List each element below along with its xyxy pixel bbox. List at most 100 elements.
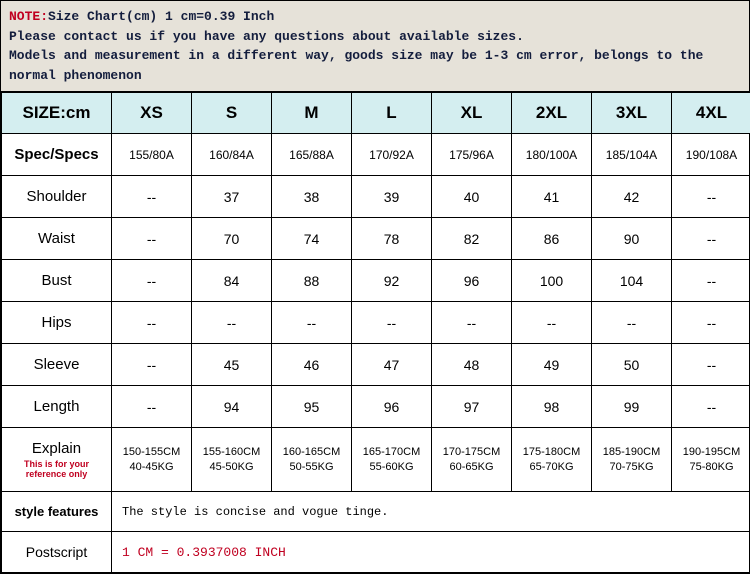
table-body: Spec/Specs155/80A160/84A165/88A170/92A17… — [2, 134, 750, 573]
cell: 37 — [192, 176, 272, 218]
cell: 82 — [432, 218, 512, 260]
explain-cell: 175-180CM65-70KG — [512, 428, 592, 492]
cell: 50 — [592, 344, 672, 386]
note-line3: Models and measurement in a different wa… — [9, 48, 703, 83]
cell: -- — [272, 302, 352, 344]
cell: 70 — [192, 218, 272, 260]
explain-cell: 155-160CM45-50KG — [192, 428, 272, 492]
cell: 86 — [512, 218, 592, 260]
note-title: NOTE: — [9, 9, 48, 24]
cell: 99 — [592, 386, 672, 428]
cell: -- — [592, 302, 672, 344]
size-header-l: L — [352, 93, 432, 134]
cell: 100 — [512, 260, 592, 302]
cell: 180/100A — [512, 134, 592, 176]
cell: 42 — [592, 176, 672, 218]
size-chart-container: NOTE:Size Chart(cm) 1 cm=0.39 Inch Pleas… — [0, 0, 750, 574]
size-header-xs: XS — [112, 93, 192, 134]
row-label: Shoulder — [2, 176, 112, 218]
cell: -- — [112, 176, 192, 218]
table-row: Shoulder--373839404142-- — [2, 176, 750, 218]
cell: 38 — [272, 176, 352, 218]
cell: -- — [352, 302, 432, 344]
cell: 98 — [512, 386, 592, 428]
cell: 49 — [512, 344, 592, 386]
explain-cell: 170-175CM60-65KG — [432, 428, 512, 492]
explain-cell: 190-195CM75-80KG — [672, 428, 750, 492]
size-header-xl: XL — [432, 93, 512, 134]
explain-row: ExplainThis is for your reference only15… — [2, 428, 750, 492]
table-row: Bust--84889296100104-- — [2, 260, 750, 302]
explain-label: ExplainThis is for your reference only — [2, 428, 112, 492]
table-row: Spec/Specs155/80A160/84A165/88A170/92A17… — [2, 134, 750, 176]
cell: -- — [672, 176, 750, 218]
postscript-label: Postscript — [2, 532, 112, 573]
size-header-2xl: 2XL — [512, 93, 592, 134]
cell: -- — [112, 218, 192, 260]
size-header-m: M — [272, 93, 352, 134]
cell: -- — [192, 302, 272, 344]
table-row: Hips---------------- — [2, 302, 750, 344]
postscript-text: 1 CM = 0.3937008 INCH — [112, 532, 750, 573]
cell: 47 — [352, 344, 432, 386]
cell: 170/92A — [352, 134, 432, 176]
cell: 88 — [272, 260, 352, 302]
table-row: Sleeve--454647484950-- — [2, 344, 750, 386]
size-table: SIZE:cmXSSMLXL2XL3XL4XL Spec/Specs155/80… — [1, 92, 750, 573]
size-header-label: SIZE:cm — [2, 93, 112, 134]
cell: 94 — [192, 386, 272, 428]
cell: -- — [672, 302, 750, 344]
postscript-row: Postscript1 CM = 0.3937008 INCH — [2, 532, 750, 573]
cell: 74 — [272, 218, 352, 260]
row-label: Bust — [2, 260, 112, 302]
table-row: Waist--707478828690-- — [2, 218, 750, 260]
style-features-row: style featuresThe style is concise and v… — [2, 492, 750, 532]
explain-cell: 150-155CM40-45KG — [112, 428, 192, 492]
cell: -- — [432, 302, 512, 344]
style-features-label: style features — [2, 492, 112, 532]
cell: 95 — [272, 386, 352, 428]
table-head: SIZE:cmXSSMLXL2XL3XL4XL — [2, 93, 750, 134]
cell: 84 — [192, 260, 272, 302]
note-block: NOTE:Size Chart(cm) 1 cm=0.39 Inch Pleas… — [1, 1, 749, 92]
explain-cell: 185-190CM70-75KG — [592, 428, 672, 492]
cell: 92 — [352, 260, 432, 302]
cell: 185/104A — [592, 134, 672, 176]
table-row: Length--949596979899-- — [2, 386, 750, 428]
cell: 165/88A — [272, 134, 352, 176]
cell: -- — [672, 344, 750, 386]
cell: 90 — [592, 218, 672, 260]
cell: -- — [112, 260, 192, 302]
cell: -- — [672, 218, 750, 260]
cell: 96 — [432, 260, 512, 302]
cell: 155/80A — [112, 134, 192, 176]
cell: 48 — [432, 344, 512, 386]
note-line2: Please contact us if you have any questi… — [9, 29, 524, 44]
row-label: Sleeve — [2, 344, 112, 386]
cell: 39 — [352, 176, 432, 218]
cell: -- — [672, 260, 750, 302]
cell: -- — [112, 386, 192, 428]
cell: -- — [512, 302, 592, 344]
note-line1: Size Chart(cm) 1 cm=0.39 Inch — [48, 9, 274, 24]
size-header-4xl: 4XL — [672, 93, 750, 134]
cell: 104 — [592, 260, 672, 302]
cell: 78 — [352, 218, 432, 260]
cell: -- — [112, 344, 192, 386]
explain-cell: 165-170CM55-60KG — [352, 428, 432, 492]
cell: -- — [112, 302, 192, 344]
row-label: Hips — [2, 302, 112, 344]
cell: 97 — [432, 386, 512, 428]
cell: -- — [672, 386, 750, 428]
size-header-s: S — [192, 93, 272, 134]
cell: 175/96A — [432, 134, 512, 176]
cell: 160/84A — [192, 134, 272, 176]
row-label: Spec/Specs — [2, 134, 112, 176]
row-label: Waist — [2, 218, 112, 260]
style-features-text: The style is concise and vogue tinge. — [112, 492, 750, 532]
cell: 41 — [512, 176, 592, 218]
cell: 46 — [272, 344, 352, 386]
cell: 190/108A — [672, 134, 750, 176]
size-header-3xl: 3XL — [592, 93, 672, 134]
cell: 96 — [352, 386, 432, 428]
